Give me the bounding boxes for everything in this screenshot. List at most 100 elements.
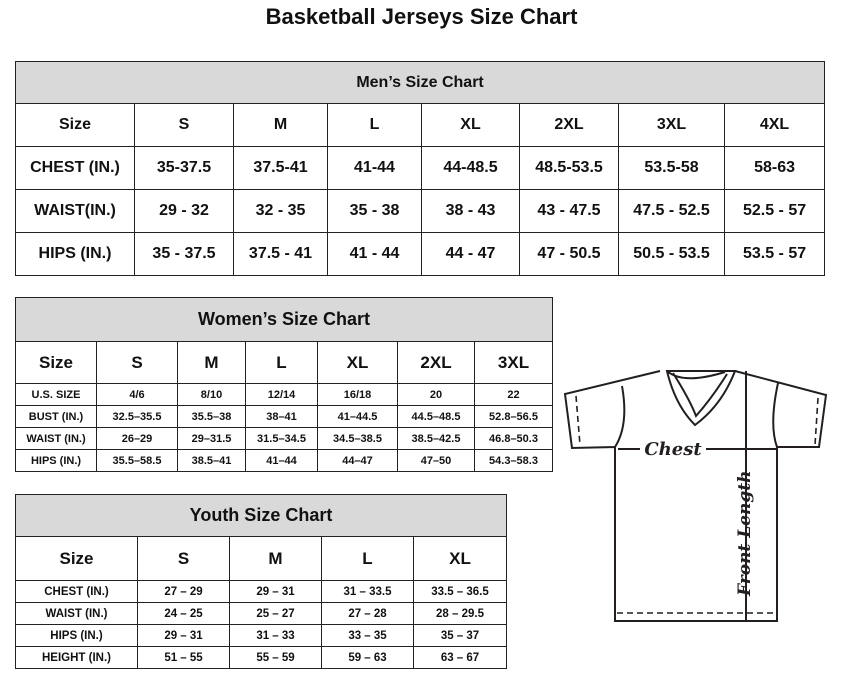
- page-title: Basketball Jerseys Size Chart: [265, 4, 578, 29]
- size-cell: 29 - 32: [134, 189, 234, 233]
- table-header-row: Size S M L XL: [15, 536, 508, 581]
- size-cell: 54.3–58.3: [473, 449, 554, 472]
- size-cell: 59 – 63: [321, 646, 414, 669]
- jersey-diagram: Chest Front Length: [563, 370, 828, 622]
- size-cell: 41–44: [245, 449, 318, 472]
- size-cell: 38 - 43: [421, 189, 520, 233]
- size-cell: 35 - 37.5: [134, 232, 234, 276]
- size-cell: 29 – 31: [229, 580, 322, 603]
- chest-label: Chest: [644, 439, 702, 460]
- size-cell: 44-48.5: [421, 146, 520, 190]
- size-cell: 20: [397, 383, 475, 406]
- size-cell: 3XL: [473, 341, 554, 384]
- size-cell: 41 - 44: [327, 232, 422, 276]
- size-cell: 47.5 - 52.5: [618, 189, 725, 233]
- row-label-cell: Size: [15, 103, 135, 147]
- size-cell: 16/18: [317, 383, 398, 406]
- size-cell: 44 - 47: [421, 232, 520, 276]
- size-cell: 41-44: [327, 146, 422, 190]
- size-cell: 28 – 29.5: [412, 602, 508, 625]
- row-label-cell: BUST (IN.): [15, 405, 97, 428]
- row-label-cell: WAIST (IN.): [15, 427, 97, 450]
- size-cell: 3XL: [618, 103, 725, 147]
- size-cell: 26–29: [96, 427, 178, 450]
- mens-table-caption: Men’s Size Chart: [14, 61, 826, 104]
- table-row: HIPS (IN.) 35 - 37.5 37.5 - 41 41 - 44 44 - …: [15, 232, 826, 276]
- size-cell: XL: [412, 536, 508, 581]
- womens-size-table: Women’s Size Chart Size S M L XL 2XL 3XL U.S. S…: [14, 297, 554, 472]
- size-cell: 8/10: [177, 383, 246, 406]
- size-cell: 33.5 – 36.5: [412, 580, 508, 603]
- size-cell: 37.5-41: [233, 146, 328, 190]
- size-cell: 31 – 33: [229, 624, 322, 647]
- size-cell: 53.5-58: [618, 146, 725, 190]
- size-cell: 52.8–56.5: [473, 405, 554, 428]
- size-cell: 27 – 29: [137, 580, 230, 603]
- womens-table-caption: Women’s Size Chart: [14, 297, 554, 342]
- row-label-cell: HIPS (IN.): [15, 449, 97, 472]
- size-cell: 35-37.5: [134, 146, 234, 190]
- size-cell: 43 - 47.5: [519, 189, 619, 233]
- size-cell: M: [229, 536, 322, 581]
- size-cell: 32.5–35.5: [96, 405, 178, 428]
- size-cell: 32 - 35: [233, 189, 328, 233]
- size-cell: 47 - 50.5: [519, 232, 619, 276]
- size-cell: XL: [421, 103, 520, 147]
- size-cell: 4/6: [96, 383, 178, 406]
- size-cell: 50.5 - 53.5: [618, 232, 725, 276]
- size-cell: L: [327, 103, 422, 147]
- size-cell: 34.5–38.5: [317, 427, 398, 450]
- size-cell: 35 - 38: [327, 189, 422, 233]
- row-label-cell: Size: [15, 536, 138, 581]
- row-label-cell: HIPS (IN.): [15, 624, 138, 647]
- mens-size-table: Men’s Size Chart Size S M L XL 2XL 3XL 4XL CHEST…: [14, 61, 826, 276]
- size-cell: 47–50: [397, 449, 475, 472]
- youth-size-table: Youth Size Chart Size S M L XL CHEST (IN.) 27 …: [14, 494, 508, 669]
- table-row: WAIST(IN.) 29 - 32 32 - 35 35 - 38 38 - 43 43…: [15, 189, 826, 233]
- size-cell: 53.5 - 57: [723, 232, 826, 276]
- size-cell: 37.5 - 41: [233, 232, 328, 276]
- size-cell: S: [137, 536, 230, 581]
- size-cell: XL: [317, 341, 398, 384]
- size-cell: 33 – 35: [321, 624, 414, 647]
- row-label-cell: CHEST (IN.): [15, 580, 138, 603]
- table-row: U.S. SIZE 4/6 8/10 12/14 16/18 20 22: [15, 383, 554, 406]
- row-label-cell: HIPS (IN.): [15, 232, 135, 276]
- table-header-row: Size S M L XL 2XL 3XL 4XL: [15, 103, 826, 147]
- front-length-label: Front Length: [735, 471, 755, 597]
- size-cell: 46.8–50.3: [473, 427, 554, 450]
- size-cell: 2XL: [397, 341, 475, 384]
- size-cell: 24 – 25: [137, 602, 230, 625]
- size-cell: M: [177, 341, 246, 384]
- size-cell: 35 – 37: [412, 624, 508, 647]
- table-header-row: Size S M L XL 2XL 3XL: [15, 341, 554, 384]
- row-label-cell: HEIGHT (IN.): [15, 646, 138, 669]
- size-cell: 31 – 33.5: [321, 580, 414, 603]
- collar: [665, 370, 737, 427]
- size-cell: M: [233, 103, 328, 147]
- row-label-cell: Size: [15, 341, 97, 384]
- size-cell: 4XL: [723, 103, 826, 147]
- size-cell: 35.5–38: [177, 405, 246, 428]
- size-cell: L: [245, 341, 318, 384]
- size-cell: 38.5–41: [177, 449, 246, 472]
- table-row: HIPS (IN.) 35.5–58.5 38.5–41 41–44 44–47 47–5…: [15, 449, 554, 472]
- size-cell: 25 – 27: [229, 602, 322, 625]
- size-cell: 44.5–48.5: [397, 405, 475, 428]
- size-cell: 58-63: [723, 146, 826, 190]
- table-row: CHEST (IN.) 35-37.5 37.5-41 41-44 44-48.5 48.…: [15, 146, 826, 190]
- size-cell: 12/14: [245, 383, 318, 406]
- table-row: BUST (IN.) 32.5–35.5 35.5–38 38–41 41–44.5 44…: [15, 405, 554, 428]
- row-label-cell: CHEST (IN.): [15, 146, 135, 190]
- size-cell: 48.5-53.5: [519, 146, 619, 190]
- size-cell: 29 – 31: [137, 624, 230, 647]
- table-row: CHEST (IN.) 27 – 29 29 – 31 31 – 33.5 33.5 –…: [15, 580, 508, 603]
- size-cell: 31.5–34.5: [245, 427, 318, 450]
- table-row: HIPS (IN.) 29 – 31 31 – 33 33 – 35 35 – 37: [15, 624, 508, 647]
- table-row: WAIST (IN.) 26–29 29–31.5 31.5–34.5 34.5–38.…: [15, 427, 554, 450]
- table-row: WAIST (IN.) 24 – 25 25 – 27 27 – 28 28 – 29.…: [15, 602, 508, 625]
- youth-table-caption: Youth Size Chart: [14, 494, 508, 537]
- size-cell: 38.5–42.5: [397, 427, 475, 450]
- size-cell: 2XL: [519, 103, 619, 147]
- size-cell: 27 – 28: [321, 602, 414, 625]
